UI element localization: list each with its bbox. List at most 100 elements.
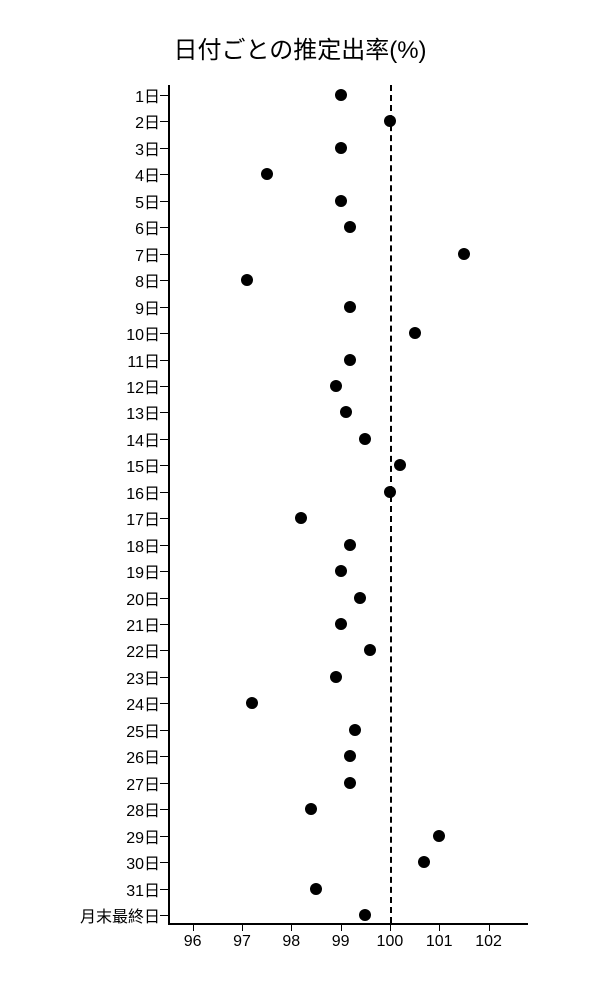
y-tick-label: 10日 bbox=[50, 321, 160, 345]
y-tick bbox=[160, 730, 168, 731]
x-tick bbox=[341, 923, 342, 931]
data-point bbox=[335, 618, 347, 630]
y-tick bbox=[160, 862, 168, 863]
y-tick-label: 19日 bbox=[50, 559, 160, 583]
y-tick-label: 月末最終日 bbox=[50, 903, 160, 927]
y-tick-label: 28日 bbox=[50, 797, 160, 821]
data-point bbox=[335, 142, 347, 154]
data-point bbox=[394, 459, 406, 471]
data-point bbox=[344, 777, 356, 789]
y-tick-label: 4日 bbox=[50, 162, 160, 186]
y-tick-label: 2日 bbox=[50, 109, 160, 133]
data-point bbox=[354, 592, 366, 604]
reference-line bbox=[390, 85, 392, 923]
y-tick bbox=[160, 518, 168, 519]
y-tick bbox=[160, 624, 168, 625]
y-tick bbox=[160, 95, 168, 96]
x-tick bbox=[291, 923, 292, 931]
y-tick bbox=[160, 703, 168, 704]
y-tick bbox=[160, 412, 168, 413]
y-tick bbox=[160, 783, 168, 784]
y-tick bbox=[160, 174, 168, 175]
chart-title: 日付ごとの推定出率(%) bbox=[50, 30, 550, 65]
y-tick bbox=[160, 280, 168, 281]
y-tick-label: 25日 bbox=[50, 718, 160, 742]
data-point bbox=[335, 89, 347, 101]
x-tick bbox=[489, 923, 490, 931]
x-tick-label: 97 bbox=[233, 933, 251, 951]
y-axis bbox=[168, 85, 170, 923]
y-tick-label: 9日 bbox=[50, 295, 160, 319]
x-tick bbox=[390, 923, 391, 931]
data-point bbox=[344, 221, 356, 233]
y-tick bbox=[160, 492, 168, 493]
x-tick-label: 98 bbox=[282, 933, 300, 951]
plot-area: 1日2日3日4日5日6日7日8日9日10日11日12日13日14日15日16日1… bbox=[50, 75, 550, 955]
y-tick-label: 12日 bbox=[50, 374, 160, 398]
y-tick bbox=[160, 386, 168, 387]
y-tick-label: 11日 bbox=[50, 348, 160, 372]
data-point bbox=[384, 115, 396, 127]
y-tick bbox=[160, 333, 168, 334]
data-point bbox=[344, 539, 356, 551]
y-tick-label: 7日 bbox=[50, 242, 160, 266]
x-axis bbox=[168, 923, 528, 925]
y-tick bbox=[160, 545, 168, 546]
y-tick-label: 8日 bbox=[50, 268, 160, 292]
data-point bbox=[335, 565, 347, 577]
y-tick-label: 3日 bbox=[50, 136, 160, 160]
data-point bbox=[359, 433, 371, 445]
y-tick bbox=[160, 915, 168, 916]
y-tick bbox=[160, 148, 168, 149]
y-tick-label: 29日 bbox=[50, 824, 160, 848]
y-tick bbox=[160, 439, 168, 440]
x-tick-label: 96 bbox=[184, 933, 202, 951]
y-tick bbox=[160, 756, 168, 757]
data-point bbox=[261, 168, 273, 180]
y-tick-label: 18日 bbox=[50, 533, 160, 557]
y-tick bbox=[160, 598, 168, 599]
y-tick bbox=[160, 121, 168, 122]
data-point bbox=[295, 512, 307, 524]
data-point bbox=[330, 380, 342, 392]
y-tick-label: 22日 bbox=[50, 638, 160, 662]
data-point bbox=[241, 274, 253, 286]
data-point bbox=[349, 724, 361, 736]
y-tick-label: 31日 bbox=[50, 877, 160, 901]
y-tick-label: 26日 bbox=[50, 744, 160, 768]
y-tick bbox=[160, 650, 168, 651]
y-tick-label: 23日 bbox=[50, 665, 160, 689]
y-tick-label: 17日 bbox=[50, 506, 160, 530]
y-tick-label: 27日 bbox=[50, 771, 160, 795]
data-point bbox=[305, 803, 317, 815]
x-tick bbox=[439, 923, 440, 931]
y-tick bbox=[160, 889, 168, 890]
data-point bbox=[344, 301, 356, 313]
chart-container: 日付ごとの推定出率(%) 1日2日3日4日5日6日7日8日9日10日11日12日… bbox=[50, 30, 550, 970]
y-tick bbox=[160, 836, 168, 837]
data-point bbox=[364, 644, 376, 656]
data-point bbox=[340, 406, 352, 418]
x-tick-label: 101 bbox=[426, 933, 453, 951]
x-tick bbox=[242, 923, 243, 931]
y-labels: 1日2日3日4日5日6日7日8日9日10日11日12日13日14日15日16日1… bbox=[50, 75, 160, 955]
data-point bbox=[458, 248, 470, 260]
y-tick bbox=[160, 677, 168, 678]
y-tick bbox=[160, 307, 168, 308]
y-tick-label: 16日 bbox=[50, 480, 160, 504]
x-tick-label: 100 bbox=[377, 933, 404, 951]
data-point bbox=[409, 327, 421, 339]
y-tick-label: 21日 bbox=[50, 612, 160, 636]
y-tick bbox=[160, 360, 168, 361]
y-tick-label: 13日 bbox=[50, 400, 160, 424]
x-tick bbox=[193, 923, 194, 931]
data-point bbox=[330, 671, 342, 683]
data-point bbox=[433, 830, 445, 842]
data-point bbox=[310, 883, 322, 895]
data-point bbox=[359, 909, 371, 921]
data-point bbox=[335, 195, 347, 207]
x-tick-label: 99 bbox=[332, 933, 350, 951]
data-point bbox=[344, 354, 356, 366]
y-tick-label: 24日 bbox=[50, 691, 160, 715]
data-point bbox=[384, 486, 396, 498]
